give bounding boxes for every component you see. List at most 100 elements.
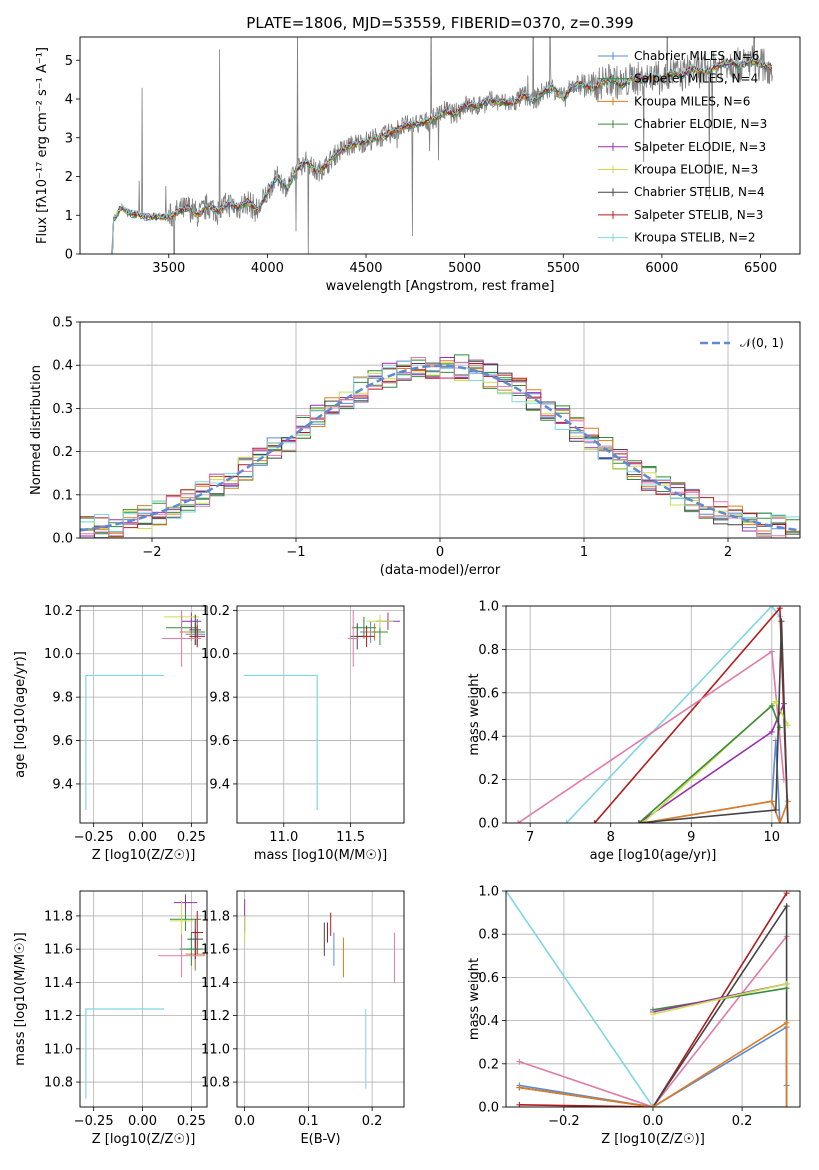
- x-tick-label: 8: [607, 830, 615, 845]
- y-axis-label: mass weight: [467, 673, 482, 755]
- weight-line: [519, 892, 788, 1107]
- plot-frame: [79, 605, 208, 824]
- model-spectrum-line: [112, 55, 772, 254]
- weight-line: [638, 703, 785, 823]
- y-tick-label: 1.0: [478, 885, 499, 900]
- residual-histogram-panel: −2 −1 0 1 2 0.0 0.1 0.2 0.3 0.4 0.5 (data-model)/er…: [29, 316, 801, 578]
- weight-line: [638, 621, 789, 823]
- plot-frame: [79, 321, 801, 539]
- x-tick-label: 10: [764, 830, 781, 845]
- y-axis-label: Flux [fλ10⁻¹⁷ erg cm⁻² s⁻¹ A⁻¹]: [35, 47, 50, 244]
- y-tick-label: 9.6: [209, 734, 230, 749]
- x-tick-label: 3500: [152, 261, 185, 276]
- y-tick-label: 9.6: [52, 734, 73, 749]
- legend-label: Kroupa MILES, N=6: [634, 94, 750, 108]
- y-tick-label: 11.6: [44, 943, 73, 958]
- y-tick-label: 10.0: [201, 647, 230, 662]
- y-axis-label: Normed distribution: [29, 365, 44, 495]
- y-tick-label: 0.2: [478, 773, 499, 788]
- plot-frame: [236, 890, 405, 1108]
- y-tick-label: 11.0: [44, 1042, 73, 1057]
- plot-frame: [505, 605, 801, 824]
- legend: 𝒩(0, 1): [700, 336, 784, 350]
- y-tick-label: 0.5: [52, 316, 73, 331]
- mass-weight-vs-age-panel: 7 8 9 10 0.0 0.2 0.4 0.6 0.8 1.0 age [log10(age/yr…: [467, 600, 801, 863]
- legend-label: Chabrier ELODIE, N=3: [634, 117, 767, 131]
- x-axis-label: (data-model)/error: [380, 563, 501, 578]
- histogram-steps: [80, 354, 800, 538]
- weight-line: [652, 983, 787, 1015]
- x-axis-label: Z [log10(Z/Z☉)]: [92, 848, 196, 863]
- weight-line: [565, 606, 781, 823]
- x-tick-label: −0.25: [74, 830, 114, 845]
- spectrum-panel: 3500 4000 4500 5000 5500 6000 6500 0 1 2 3 4 5 wavele…: [35, 14, 801, 294]
- y-tick-label: 0.0: [478, 817, 499, 832]
- plot-frame: [79, 890, 208, 1108]
- errorbar-outlier: [85, 1008, 165, 1099]
- x-axis-label: E(B-V): [300, 1132, 340, 1147]
- errorbars: [85, 894, 206, 1099]
- y-tick-label: 1.0: [478, 600, 499, 615]
- x-tick-label: 0.2: [732, 1114, 753, 1129]
- y-tick-label: 4: [65, 93, 73, 108]
- y-tick-label: 9.4: [52, 777, 73, 792]
- x-tick-label: 0.0: [234, 1114, 255, 1129]
- observed-spectrum-line: [111, 37, 773, 254]
- y-tick-label: 0.4: [478, 1014, 499, 1029]
- x-tick-label: 11.0: [269, 830, 298, 845]
- y-tick-label: 0.4: [478, 730, 499, 745]
- plot-frame: [505, 890, 801, 1108]
- y-tick-label: 0.1: [52, 488, 73, 503]
- mass-vs-metallicity-panel: −0.25 0.00 0.25 10.8 11.0 11.2 11.4 11.6 11.8 Z […: [13, 890, 208, 1147]
- y-tick-label: 11.4: [201, 976, 230, 991]
- x-tick-label: −0.2: [548, 1114, 580, 1129]
- errorbars: [85, 610, 206, 810]
- y-tick-label: 10.2: [44, 604, 73, 619]
- legend-label: Salpeter ELODIE, N=3: [634, 140, 766, 154]
- legend-label: Chabrier MILES, N=6: [634, 49, 759, 63]
- x-axis-label: mass [log10(M/M☉)]: [254, 848, 387, 863]
- gaussian-reference-curve: [80, 364, 800, 532]
- y-axis-label: mass weight: [467, 958, 482, 1040]
- model-spectrum-line: [112, 61, 772, 254]
- y-tick-label: 11.8: [201, 909, 230, 924]
- x-axis-label: Z [log10(Z/Z☉)]: [92, 1132, 196, 1147]
- x-tick-label: 5000: [448, 261, 481, 276]
- x-tick-label: 0.25: [177, 1114, 206, 1129]
- weight-line: [642, 740, 781, 823]
- y-tick-label: 5: [65, 54, 73, 69]
- x-tick-label: 1: [580, 545, 588, 560]
- y-tick-label: 0.0: [478, 1101, 499, 1116]
- model-spectrum-line: [112, 58, 772, 254]
- x-tick-label: 0.00: [128, 830, 157, 845]
- plot-frame: [236, 605, 405, 824]
- y-tick-label: 0.8: [478, 928, 499, 943]
- y-tick-label: 10.2: [201, 604, 230, 619]
- errorbar-outlier: [85, 674, 165, 810]
- model-spectrum-line: [112, 60, 772, 254]
- mass-vs-extinction-panel: 0.0 0.1 0.2 10.8 11.0 11.2 11.4 11.6 11.8 E(B-V): [201, 890, 405, 1147]
- model-spectrum-line: [112, 56, 772, 254]
- x-tick-label: −1: [286, 545, 305, 560]
- weight-lines: [506, 891, 790, 1107]
- y-tick-label: 0.6: [478, 686, 499, 701]
- x-axis-label: wavelength [Angstrom, rest frame]: [326, 279, 555, 294]
- weight-line: [519, 1021, 788, 1107]
- x-tick-label: 0.00: [128, 1114, 157, 1129]
- x-tick-label: 5500: [547, 261, 580, 276]
- y-tick-label: 1: [65, 209, 73, 224]
- y-tick-label: 2: [65, 170, 73, 185]
- age-vs-mass-panel: 11.0 11.5 9.4 9.6 9.8 10.0 10.2 mass [log10(M/M…: [201, 604, 405, 863]
- y-tick-label: 0.8: [478, 643, 499, 658]
- errorbar-outlier: [243, 674, 318, 810]
- plot-frame: [79, 36, 801, 255]
- legend-label: Kroupa ELODIE, N=3: [634, 163, 758, 177]
- y-tick-label: 9.8: [209, 691, 230, 706]
- mass-weight-vs-metallicity-panel: −0.2 0.0 0.2 0.0 0.2 0.4 0.6 0.8 1.0 Z [log10(Z/Z…: [467, 885, 801, 1147]
- y-axis-label: mass [log10(M/M☉)]: [13, 932, 28, 1065]
- y-tick-label: 11.2: [44, 1009, 73, 1024]
- x-axis-label: age [log10(age/yr)]: [590, 848, 717, 863]
- y-tick-label: 3: [65, 131, 73, 146]
- x-tick-label: 4000: [251, 261, 284, 276]
- weight-line: [506, 891, 787, 1107]
